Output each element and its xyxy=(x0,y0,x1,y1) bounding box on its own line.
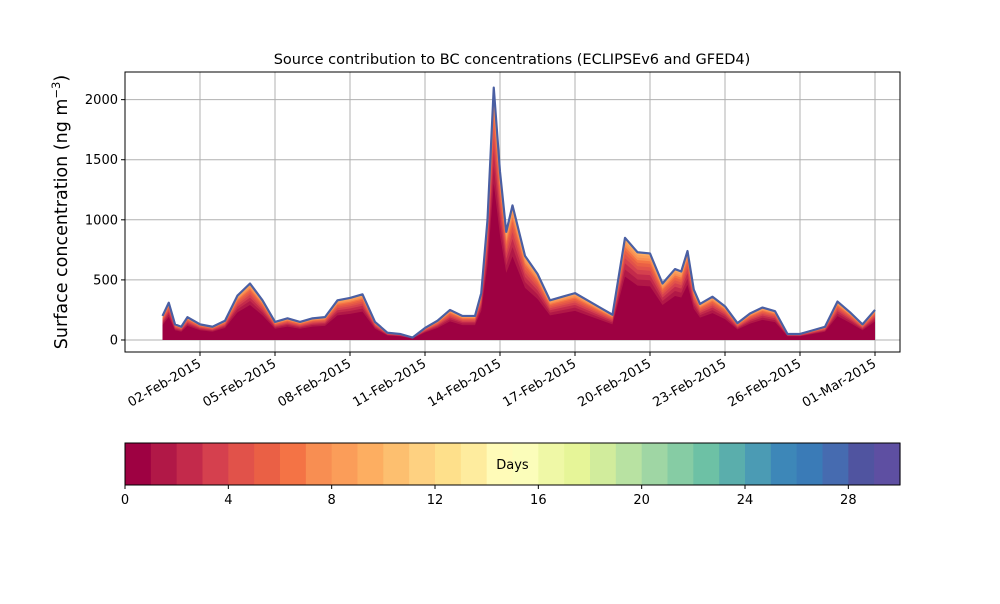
colorbar-swatch xyxy=(693,443,720,485)
y-tick-label: 1500 xyxy=(85,153,118,168)
colorbar-swatch xyxy=(305,443,333,485)
colorbar-swatch xyxy=(848,443,875,485)
colorbar-swatch xyxy=(409,443,436,485)
colorbar-tick-label: 12 xyxy=(427,493,444,508)
age-band-area xyxy=(162,183,875,340)
colorbar-swatch xyxy=(770,443,798,485)
colorbar-tick-label: 24 xyxy=(737,493,754,508)
colorbar-swatch xyxy=(590,443,617,485)
colorbar-swatch xyxy=(280,443,307,485)
x-tick-label: 14-Feb-2015 xyxy=(425,356,504,410)
colorbar-swatch xyxy=(719,443,746,485)
colorbar: 0 4 8 12 16 20 24 28 Days xyxy=(121,442,901,508)
plot-frame xyxy=(124,71,901,353)
y-axis-label: Surface concentration (ng m−3) xyxy=(49,75,72,349)
colorbar-tick-label: 20 xyxy=(633,493,650,508)
y-tick-label: 0 xyxy=(110,333,118,348)
colorbar-swatch xyxy=(125,443,152,485)
x-tick-label: 23-Feb-2015 xyxy=(650,356,729,410)
colorbar-swatch xyxy=(641,443,669,485)
y-tick-label: 1000 xyxy=(85,213,118,228)
x-tick-label: 11-Feb-2015 xyxy=(350,356,429,410)
colorbar-tick-label: 4 xyxy=(224,493,232,508)
colorbar-swatch xyxy=(822,443,849,485)
colorbar-tick-label: 16 xyxy=(530,493,547,508)
total-concentration-line xyxy=(161,86,876,339)
colorbar-swatch xyxy=(615,443,643,485)
colorbar-tick-label: 28 xyxy=(840,493,857,508)
colorbar-swatch xyxy=(460,443,488,485)
colorbar-swatch xyxy=(667,443,694,485)
colorbar-swatch xyxy=(435,443,462,485)
colorbar-swatch xyxy=(254,443,281,485)
y-tick-label: 2000 xyxy=(85,93,118,108)
axis-layer: 02-Feb-201505-Feb-201508-Feb-201511-Feb-… xyxy=(85,93,879,411)
x-tick-label: 17-Feb-2015 xyxy=(500,356,579,410)
colorbar-swatch xyxy=(202,443,229,485)
x-tick-label: 20-Feb-2015 xyxy=(575,356,654,410)
x-tick-label: 05-Feb-2015 xyxy=(200,356,279,410)
colorbar-swatch xyxy=(486,443,514,485)
stacked-area-layer xyxy=(161,86,876,340)
colorbar-label: Days xyxy=(496,458,529,473)
x-tick-label: 08-Feb-2015 xyxy=(275,356,354,410)
colorbar-swatch xyxy=(538,443,565,485)
x-tick-label: 26-Feb-2015 xyxy=(725,356,804,410)
y-tick-label: 500 xyxy=(93,273,118,288)
colorbar-swatch xyxy=(745,443,772,485)
colorbar-swatch xyxy=(228,443,255,485)
colorbar-swatch xyxy=(564,443,591,485)
colorbar-swatch xyxy=(796,443,824,485)
chart-title: Source contribution to BC concentrations… xyxy=(274,52,751,68)
colorbar-tick-label: 8 xyxy=(328,493,336,508)
colorbar-swatch xyxy=(383,443,410,485)
colorbar-swatch xyxy=(357,443,384,485)
colorbar-tick-label: 0 xyxy=(121,493,129,508)
colorbar-swatch xyxy=(150,443,178,485)
colorbar-frame xyxy=(124,442,901,486)
colorbar-swatch xyxy=(512,443,539,485)
x-tick-label: 02-Feb-2015 xyxy=(125,356,204,410)
colorbar-swatch xyxy=(331,443,359,485)
colorbar-swatch xyxy=(176,443,204,485)
colorbar-swatch xyxy=(874,443,901,485)
x-tick-label: 01-Mar-2015 xyxy=(800,356,879,410)
